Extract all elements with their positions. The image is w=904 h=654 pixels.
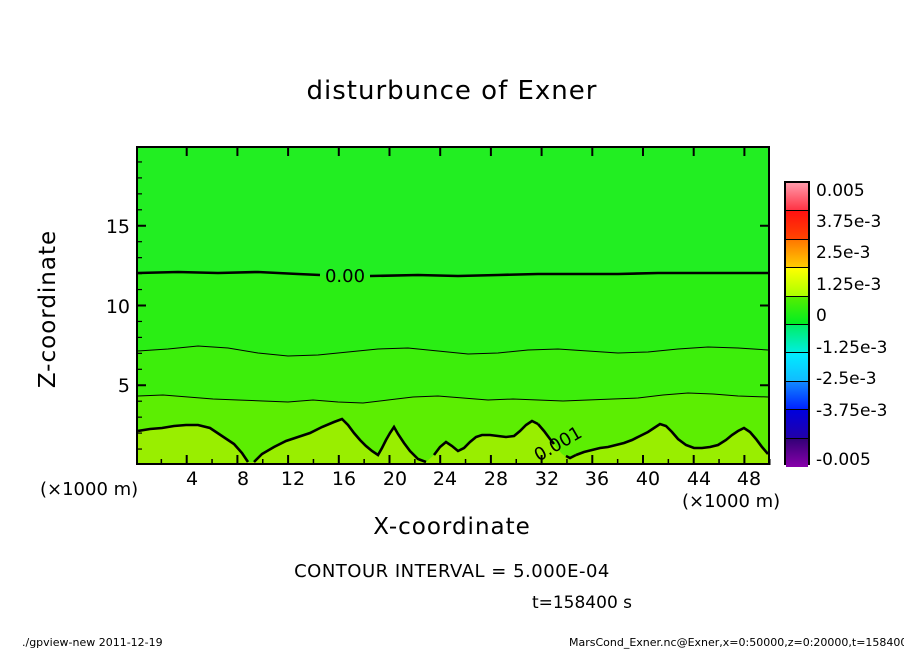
footer-command-label: ./gpview-new 2011-12-19 <box>22 636 163 649</box>
colorbar-label-4: 0 <box>816 306 827 326</box>
xtick-label-24: 24 <box>432 468 458 490</box>
colorbar-label-3: 1.25e-3 <box>816 275 882 295</box>
xtick-label-12: 12 <box>280 468 306 490</box>
colorbar-segment-5 <box>786 324 808 354</box>
footer-source-label: MarsCond_Exner.nc@Exner,x=0:50000,z=0:20… <box>569 636 904 649</box>
xtick-label-8: 8 <box>236 468 250 490</box>
colorbar-label-6: -2.5e-3 <box>816 369 877 389</box>
contour-label-zero: 0.00 <box>325 266 365 287</box>
contour-line-0005 <box>138 345 768 357</box>
colorbar-segment-0 <box>786 183 808 212</box>
xtick-label-48: 48 <box>736 468 762 490</box>
x-axis-title: X-coordinate <box>373 514 531 540</box>
xtick-label-36: 36 <box>584 468 610 490</box>
colorbar-label-2: 2.5e-3 <box>816 243 871 263</box>
contour-line-0001-a <box>138 423 250 463</box>
contour-line-0001-c <box>432 419 539 456</box>
contour-line-00075 <box>138 392 768 404</box>
y-axis-title: Z-coordinate <box>35 229 61 389</box>
colorbar-label-7: -3.75e-3 <box>816 401 888 421</box>
xtick-label-4: 4 <box>185 468 199 490</box>
colorbar-label-8: -0.005 <box>816 450 871 470</box>
colorbar-segment-9 <box>786 438 808 467</box>
xtick-label-20: 20 <box>382 468 408 490</box>
x-unit-right-label: (×1000 m) <box>682 491 781 512</box>
contour-line-zero <box>138 270 321 277</box>
axis-tickmarks <box>136 146 771 465</box>
colorbar-segment-8 <box>786 410 808 439</box>
colorbar-segment-3 <box>786 268 808 297</box>
x-unit-left-label: (×1000 m) <box>40 479 139 500</box>
colorbar-label-5: -1.25e-3 <box>816 338 888 358</box>
contour-interval-label: CONTOUR INTERVAL = 5.000E-04 <box>294 561 610 582</box>
xtick-label-44: 44 <box>686 468 712 490</box>
xtick-label-32: 32 <box>534 468 560 490</box>
colorbar-segment-1 <box>786 211 808 240</box>
colorbar-segment-7 <box>786 381 808 411</box>
xtick-label-40: 40 <box>635 468 661 490</box>
time-label: t=158400 s <box>531 593 633 613</box>
colorbar-label-0: 0.005 <box>816 181 865 201</box>
xtick-label-16: 16 <box>331 468 357 490</box>
ytick-label-15: 15 <box>105 216 130 238</box>
colorbar-segment-4 <box>786 296 808 325</box>
colorbar-segment-6 <box>786 353 808 382</box>
colorbar-segment-2 <box>786 239 808 269</box>
contour-line-0001-d <box>575 422 768 457</box>
contour-line-0001-b <box>253 417 427 463</box>
contour-line-zero-cont <box>369 271 768 278</box>
ytick-label-10: 10 <box>105 296 130 318</box>
colorbar <box>784 181 810 467</box>
contour-line-0001-gap2 <box>565 453 577 460</box>
band-4 <box>138 419 768 463</box>
page-title: disturbunce of Exner <box>306 76 598 106</box>
colorbar-label-1: 3.75e-3 <box>816 212 882 232</box>
xtick-label-28: 28 <box>483 468 509 490</box>
contour-line-0001-gap <box>537 423 556 445</box>
ytick-label-5: 5 <box>117 375 130 397</box>
contour-plot-area: 0.00 0.001 <box>136 146 770 465</box>
